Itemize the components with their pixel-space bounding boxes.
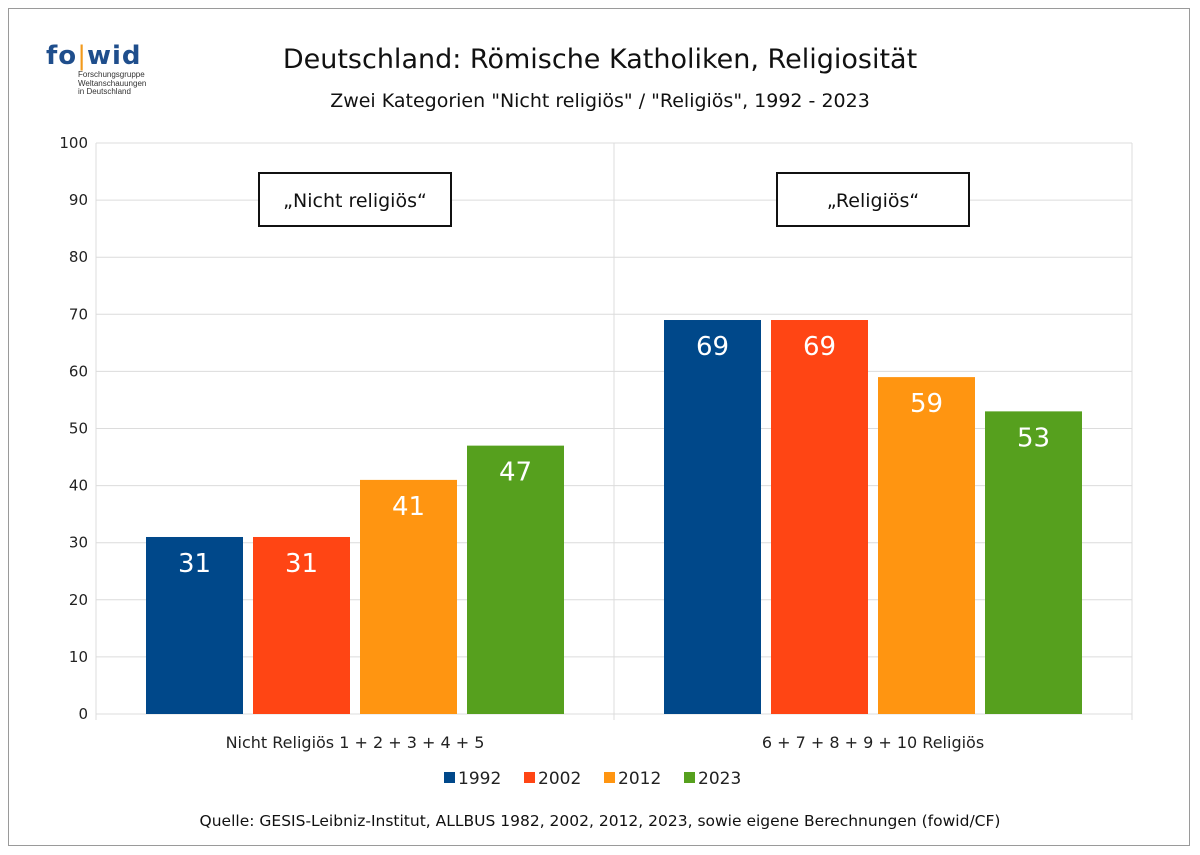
bar bbox=[985, 411, 1082, 714]
fowid-logo: fo|wid Forschungsgruppe Weltanschauungen… bbox=[46, 42, 166, 102]
y-tick-label: 80 bbox=[69, 248, 88, 266]
legend-swatch bbox=[604, 772, 615, 783]
category-box-label: „Nicht religiös“ bbox=[283, 190, 427, 212]
logo-mark-wid: wid bbox=[86, 41, 142, 71]
legend-label: 2002 bbox=[538, 769, 581, 789]
category-box bbox=[776, 172, 970, 227]
y-tick-label: 70 bbox=[69, 305, 88, 323]
source-note: Quelle: GESIS-Leibniz-Institut, ALLBUS 1… bbox=[199, 812, 1001, 830]
y-tick-label: 50 bbox=[69, 420, 88, 438]
data-label: 59 bbox=[910, 389, 943, 419]
chart-subtitle: Zwei Kategorien "Nicht religiös" / "Reli… bbox=[330, 90, 870, 112]
x-category-label: 6 + 7 + 8 + 9 + 10 Religiös bbox=[762, 733, 984, 752]
logo-subtitle-line: Weltanschauungen bbox=[78, 78, 147, 88]
data-label: 69 bbox=[803, 332, 836, 362]
legend-swatch bbox=[684, 772, 695, 783]
logo-mark-fo: fo bbox=[46, 41, 78, 71]
bar bbox=[878, 377, 975, 714]
data-label: 53 bbox=[1017, 423, 1050, 453]
y-tick-label: 90 bbox=[69, 191, 88, 209]
logo-subtitle: Forschungsgruppe Weltanschauungen in Deu… bbox=[78, 70, 166, 97]
bar bbox=[146, 536, 243, 714]
chart-title: Deutschland: Römische Katholiken, Religi… bbox=[282, 44, 918, 75]
bar bbox=[771, 320, 868, 714]
data-label: 41 bbox=[392, 492, 425, 522]
legend-label: 2023 bbox=[698, 769, 741, 789]
y-tick-label: 20 bbox=[69, 591, 88, 609]
data-label: 31 bbox=[178, 549, 211, 579]
bar bbox=[467, 445, 564, 714]
bar bbox=[360, 479, 457, 714]
y-tick-label: 40 bbox=[69, 477, 88, 495]
y-tick-label: 60 bbox=[69, 362, 88, 380]
legend-label: 1992 bbox=[458, 769, 501, 789]
y-tick-label: 100 bbox=[59, 134, 88, 152]
data-label: 31 bbox=[285, 549, 318, 579]
bar bbox=[253, 536, 350, 714]
legend-swatch bbox=[524, 772, 535, 783]
x-category-label: Nicht Religiös 1 + 2 + 3 + 4 + 5 bbox=[226, 733, 485, 752]
y-tick-label: 30 bbox=[69, 534, 88, 552]
category-box bbox=[258, 172, 452, 227]
logo-subtitle-line: in Deutschland bbox=[78, 87, 131, 96]
logo-mark: fo|wid bbox=[46, 41, 142, 71]
y-tick-label: 10 bbox=[69, 648, 88, 666]
y-tick-label: 0 bbox=[78, 705, 88, 723]
bar bbox=[664, 320, 761, 714]
legend-label: 2012 bbox=[618, 769, 661, 789]
category-box-label: „Religiös“ bbox=[827, 190, 919, 212]
legend-swatch bbox=[444, 772, 455, 783]
logo-subtitle-line: Forschungsgruppe bbox=[78, 70, 145, 79]
data-label: 47 bbox=[499, 458, 532, 488]
data-label: 69 bbox=[696, 332, 729, 362]
